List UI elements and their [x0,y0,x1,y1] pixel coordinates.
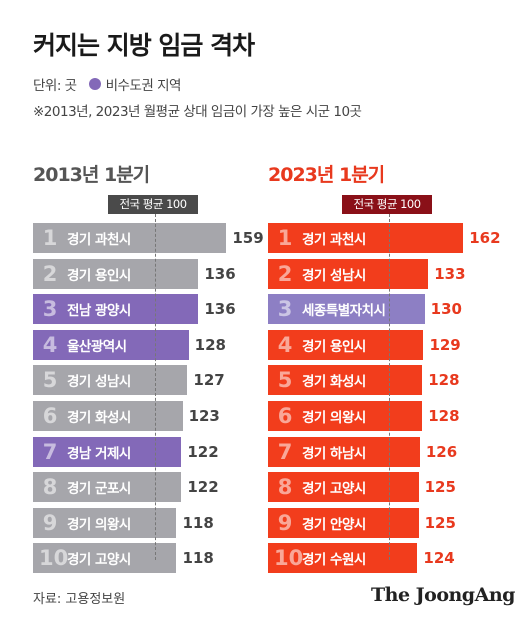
rank-number: 2 [42,261,58,286]
rank-number: 10 [39,546,69,571]
region-label: 경기 성남시 [67,374,131,391]
right-average-label: 전국 평균 100 [342,195,432,214]
value-label: 128 [428,371,460,390]
purple-dot-icon [88,78,101,90]
rank-number: 3 [277,297,293,322]
value-label: 128 [428,407,460,425]
value-label: 133 [434,264,466,283]
value-label: 126 [425,442,458,461]
bar-left-9: 9 경기 의왕시 [33,507,177,538]
right-panel-title: 2023년 1분기 [268,164,385,186]
region-label: 경기 의왕시 [67,516,131,533]
region-label: 경기 용인시 [67,267,131,284]
rank-number: 7 [277,439,293,464]
value-label: 128 [194,335,226,354]
rank-number: 9 [42,510,58,535]
rank-number: 6 [277,404,293,428]
bar-left-10: 10 경기 고양시 [33,543,177,574]
region-label: 울산광역시 [67,338,127,355]
region-label: 경기 의왕시 [302,410,366,426]
bar-right-1: 1 경기 과천시 [268,223,464,253]
rank-number: 10 [274,546,304,571]
region-label: 경기 성남시 [302,267,366,284]
bar-right-5: 5 경기 화성시 [268,365,423,396]
value-label: 162 [469,229,501,247]
value-label: 122 [187,478,219,497]
region-label: 경기 수원시 [302,552,366,569]
bar-right-4: 4 경기 용인시 [268,329,424,360]
value-label: 122 [187,442,219,461]
value-label: 123 [188,407,220,425]
value-label: 124 [423,549,455,568]
brand-logo: The JoongAng [371,584,515,606]
rank-number: 1 [277,226,293,250]
region-label: 경기 고양시 [302,481,366,498]
bar-right-10: 10 경기 수원시 [268,543,418,574]
region-label: 경기 용인시 [302,338,366,355]
left-average-label: 전국 평균 100 [108,195,198,214]
value-label: 136 [204,300,236,319]
value-label: 130 [430,300,462,319]
bar-left-5: 5 경기 성남시 [33,365,188,396]
value-label: 125 [424,513,456,532]
rank-number: 4 [42,332,58,357]
value-label: 127 [193,371,225,390]
value-label: 129 [429,335,461,354]
rank-number: 2 [277,261,293,286]
region-label: 전남 광양시 [67,303,131,320]
right-average-line [388,214,390,560]
region-label: 세종특별자치시 [302,303,386,320]
value-label: 125 [424,478,456,497]
bar-left-7: 7 경남 거제시 [33,436,182,467]
bar-right-2: 2 경기 성남시 [268,258,429,289]
unit-label: 단위: 곳 [33,78,77,94]
legend: 단위: 곳 비수도권 지역 [33,74,181,94]
bar-right-3: 3 세종특별자치시 [268,294,425,325]
region-label: 경기 과천시 [302,232,366,248]
rank-number: 7 [42,439,58,464]
rank-number: 5 [42,368,58,393]
rank-number: 4 [277,332,293,357]
region-label: 경기 안양시 [302,516,366,533]
region-label: 경기 화성시 [67,410,131,426]
left-average-line [154,214,156,560]
bar-right-6: 6 경기 의왕시 [268,401,423,431]
bar-left-4: 4 울산광역시 [33,329,189,360]
bar-left-8: 8 경기 군포시 [33,472,182,503]
rank-number: 3 [42,297,58,322]
region-label: 경기 하남시 [302,445,366,462]
bar-right-9: 9 경기 안양시 [268,507,419,538]
left-panel-title: 2013년 1분기 [33,164,150,186]
value-label: 136 [204,264,236,283]
source: 자료: 고용정보원 [33,592,126,607]
rank-number: 8 [42,475,58,500]
region-label: 경기 고양시 [67,552,131,569]
value-label: 159 [232,229,264,247]
rank-number: 1 [42,226,58,250]
region-label: 경기 과천시 [67,232,131,248]
bar-left-6: 6 경기 화성시 [33,401,183,431]
region-label: 경남 거제시 [67,445,131,462]
highlight-legend-label: 비수도권 지역 [105,78,182,94]
rank-number: 8 [277,475,293,500]
value-label: 118 [182,549,214,568]
bar-left-1: 1 경기 과천시 [33,223,227,253]
bar-right-7: 7 경기 하남시 [268,436,420,467]
region-label: 경기 화성시 [302,374,366,391]
bar-left-3: 3 전남 광양시 [33,294,199,325]
value-label: 118 [182,513,214,532]
rank-number: 9 [277,510,293,535]
bar-left-2: 2 경기 용인시 [33,258,199,289]
bar-right-8: 8 경기 고양시 [268,472,419,503]
note: ※2013년, 2023년 월평균 상대 임금이 가장 높은 시군 10곳 [33,104,362,120]
chart-title: 커지는 지방 임금 격차 [33,31,255,60]
rank-number: 5 [277,368,293,393]
region-label: 경기 군포시 [67,481,131,498]
rank-number: 6 [42,404,58,428]
